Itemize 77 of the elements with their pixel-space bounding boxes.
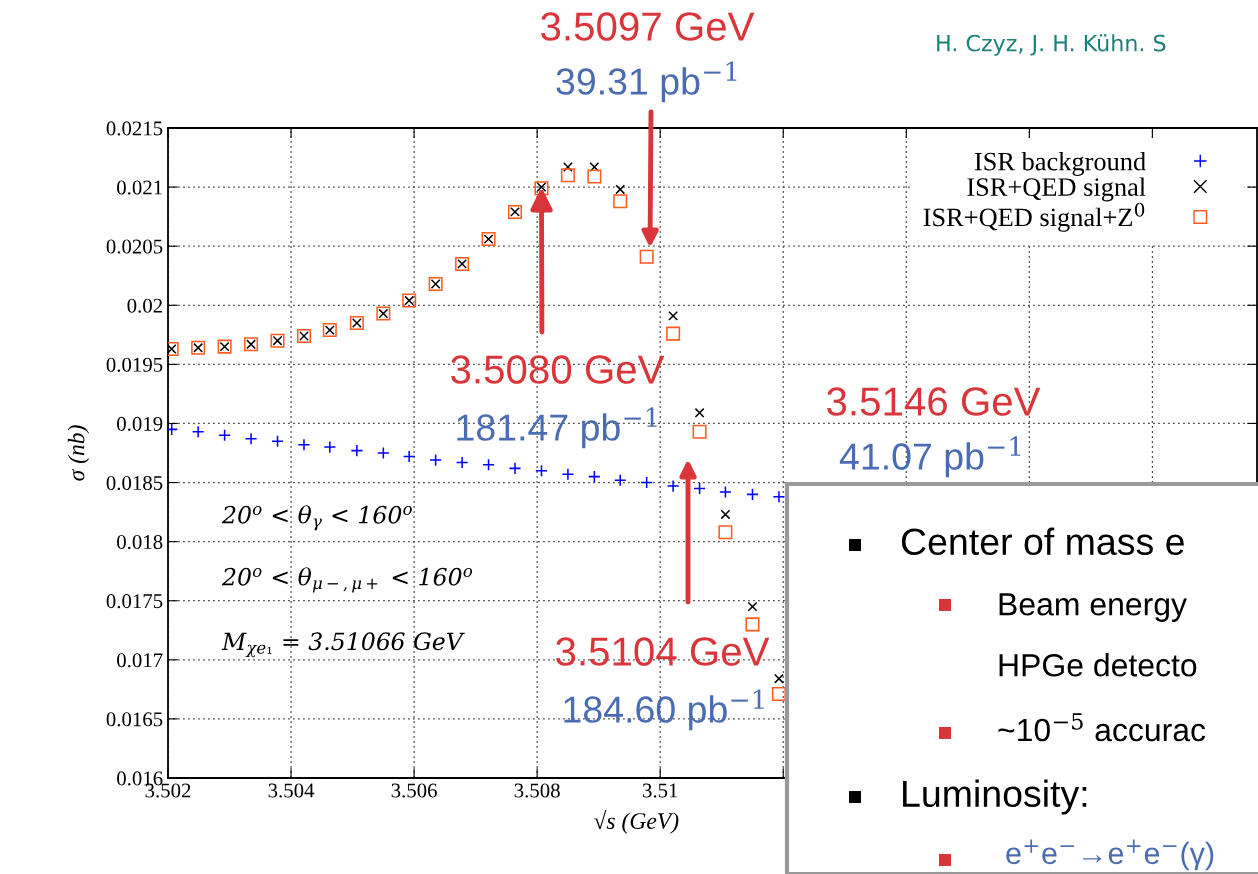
annotation: 181.47 pb$^{−1}$ — [457, 407, 657, 449]
annotation: Center of mass e — [901, 527, 1184, 556]
point — [455, 456, 469, 469]
point — [429, 453, 442, 467]
point — [694, 407, 705, 418]
annotation: 3.5146 GeV — [827, 387, 1041, 416]
point — [615, 184, 626, 195]
y-tick-label: 0.021 — [117, 180, 162, 195]
point — [561, 467, 575, 481]
point — [482, 458, 495, 472]
point — [692, 424, 707, 439]
annotation: M$_{χe₁}$ = 3.51066 GeV — [221, 632, 465, 658]
point — [271, 434, 284, 448]
y-tick-label: 0.0185 — [106, 475, 163, 491]
annotation: ~10$^{−5}$ accurac — [998, 713, 1206, 742]
point — [720, 509, 731, 520]
x-tick-label: 3.506 — [391, 783, 437, 798]
text: H. Czyz, J. H. Kühn. S — [937, 34, 1166, 56]
annotation: 3.5104 GeV — [556, 637, 770, 666]
point — [613, 473, 627, 487]
y-tick-label: 0.017 — [117, 653, 163, 668]
annotation: HPGe detecto — [999, 653, 1197, 677]
point — [745, 617, 760, 632]
point — [640, 476, 653, 489]
point — [218, 428, 231, 442]
point — [377, 446, 390, 460]
legend-label: ISR+QED signal — [967, 177, 1146, 202]
legend-label: ISR background — [974, 151, 1146, 176]
point — [719, 485, 732, 499]
point — [666, 479, 680, 493]
point — [718, 525, 733, 540]
point — [639, 249, 654, 264]
point — [535, 464, 548, 478]
x-axis-title: √s (GeV) — [593, 810, 679, 834]
text: e$^{+}$e$^{−}$→e$^{+}$e$^{−}$(γ) — [1006, 839, 1214, 871]
legend-label: ISR+QED signal+Z$^{0}$ — [923, 202, 1145, 232]
x-tick-label: 3.51 — [642, 783, 678, 798]
y-tick-label: 0.02 — [127, 298, 162, 313]
point — [774, 673, 784, 684]
y-tick-label: 0.0215 — [106, 121, 163, 136]
point — [772, 490, 786, 504]
point — [191, 425, 205, 439]
x-tick-label: 3.504 — [268, 783, 315, 798]
y-tick-label: 0.0175 — [106, 594, 163, 609]
point — [508, 462, 522, 475]
point — [613, 194, 628, 209]
text: Luminosity: — [903, 779, 1087, 815]
annotation: 184.60 pb$^{−1}$ — [564, 689, 764, 731]
point — [668, 310, 679, 321]
x-tick-label: 3.508 — [514, 783, 560, 798]
y-tick-label: 0.019 — [117, 416, 163, 431]
point — [588, 470, 601, 483]
point — [562, 162, 573, 172]
annotation: 41.07 pb$^{−1}$ — [839, 436, 1021, 478]
point — [560, 168, 575, 183]
point — [666, 326, 681, 341]
y-tick-label: 0.0165 — [106, 712, 163, 727]
point — [746, 488, 759, 501]
point — [350, 444, 364, 457]
point — [747, 601, 758, 612]
point — [771, 687, 786, 702]
annotation: 20$^{o}$ < θ$_{γ}$ < 160$^{o}$ — [221, 505, 412, 531]
point — [693, 482, 706, 495]
y-axis-title: σ (nb) — [67, 425, 90, 481]
annotation: 20$^{o}$ < θ$_{μ−,μ+}$ < 160$^{o}$ — [221, 567, 473, 593]
point — [244, 432, 258, 446]
point — [323, 440, 337, 454]
point — [297, 438, 311, 452]
y-tick-label: 0.0195 — [106, 357, 163, 372]
point — [402, 450, 416, 463]
y-tick-label: 0.018 — [117, 535, 163, 550]
annotation: 3.5080 GeV — [451, 355, 665, 384]
annotation: Beam energy — [999, 593, 1187, 622]
text: 39.31 pb$^{−1}$ — [556, 61, 737, 103]
text: 3.5097 GeV — [541, 12, 755, 41]
point — [587, 169, 602, 184]
y-tick-label: 0.0205 — [106, 239, 163, 254]
